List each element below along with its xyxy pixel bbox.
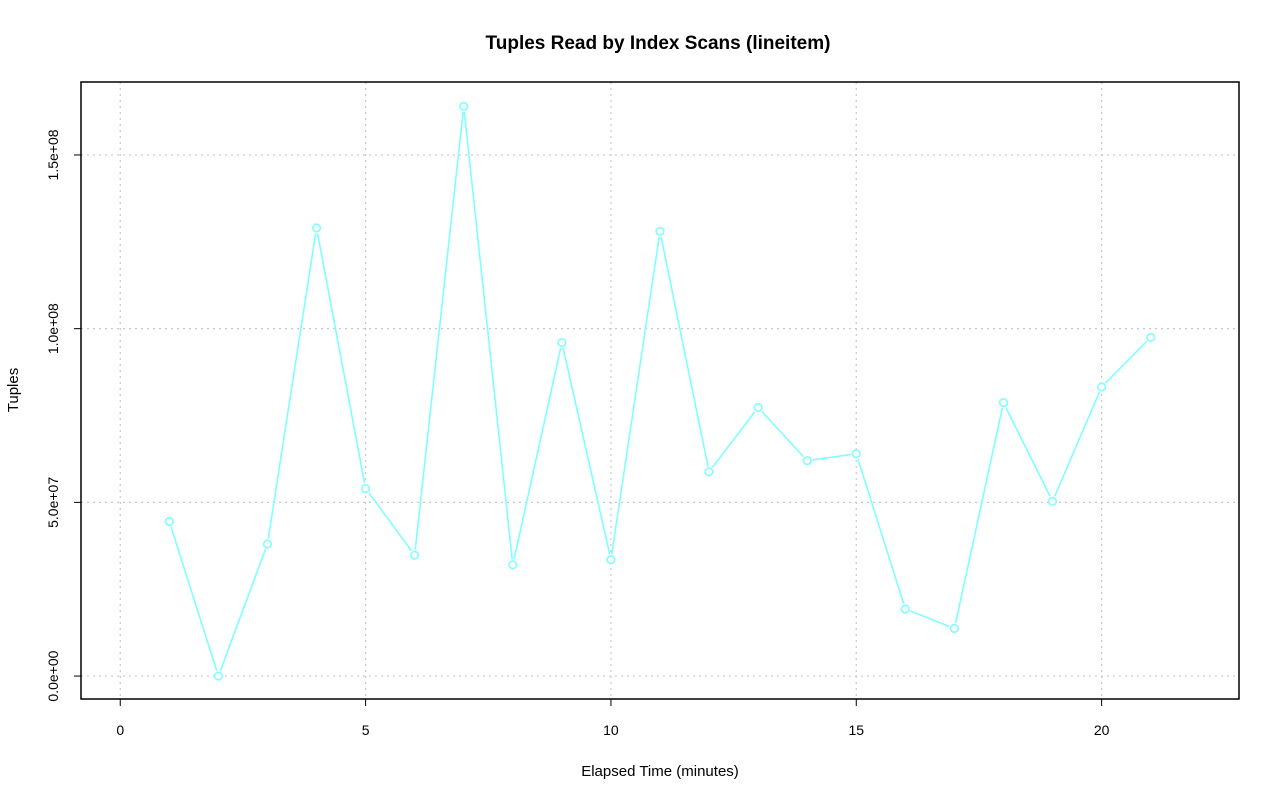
x-axis-title: Elapsed Time (minutes) [581, 763, 739, 780]
data-point [557, 337, 567, 348]
series-line-segment [812, 453, 851, 461]
y-axis-title: Tuples [5, 368, 22, 412]
series-line-segment [562, 347, 611, 555]
series-line-segment [1104, 340, 1148, 384]
data-point [459, 101, 469, 111]
series-line-segment [267, 233, 317, 539]
data-point [753, 402, 763, 413]
series-line-segment [316, 233, 366, 484]
y-tick-label: 1.0e+08 [45, 303, 61, 354]
data-point [1146, 332, 1156, 342]
series-line-segment [660, 236, 709, 467]
data-point [998, 398, 1009, 408]
data-point [655, 226, 665, 236]
series-line-segment [910, 610, 950, 628]
series-line-segment [711, 411, 756, 468]
y-tick-label: 0.0e+00 [45, 650, 61, 701]
data-point [1097, 382, 1107, 392]
series-line-segment [368, 492, 413, 552]
x-tick-label: 20 [1094, 722, 1110, 738]
data-point [213, 671, 223, 681]
series-line-segment [610, 236, 660, 555]
data-point [1047, 496, 1058, 506]
series-line-segment [414, 111, 464, 550]
series-line-segment [1053, 391, 1101, 497]
data-point [900, 604, 910, 614]
data-point [606, 555, 616, 565]
data-point [802, 456, 812, 466]
x-tick-label: 15 [848, 722, 864, 738]
series-line-segment [954, 407, 1004, 624]
data-point [311, 223, 322, 233]
series-line-segment [761, 411, 805, 458]
series-line-segment [463, 111, 514, 560]
chart-title: Tuples Read by Index Scans (lineitem) [486, 33, 831, 54]
grid-lines [81, 82, 1239, 699]
x-tick-label: 10 [603, 722, 619, 738]
series-line-segment [219, 548, 267, 672]
x-tick-label: 0 [116, 722, 124, 738]
series-line-segment [857, 458, 905, 605]
plot-frame [80, 81, 1240, 700]
data-point [508, 560, 518, 570]
data-point [262, 539, 273, 549]
series-line-segment [513, 347, 562, 560]
axes: 0 5 10 15 20 0.0e+00 5.0e+07 1.0e+08 1.5e+08 [45, 129, 1110, 738]
data-point [704, 467, 714, 477]
y-tick-label: 5.0e+07 [45, 477, 61, 528]
series-line-segment [1005, 407, 1051, 497]
x-tick-label: 5 [362, 722, 370, 738]
data-series [164, 101, 1156, 681]
data-point [410, 550, 420, 560]
series-line-segment [170, 526, 218, 672]
data-point [164, 516, 174, 527]
data-point [949, 623, 960, 634]
y-tick-label: 1.5e+08 [45, 129, 61, 180]
data-point [360, 483, 371, 494]
data-point [851, 449, 861, 459]
